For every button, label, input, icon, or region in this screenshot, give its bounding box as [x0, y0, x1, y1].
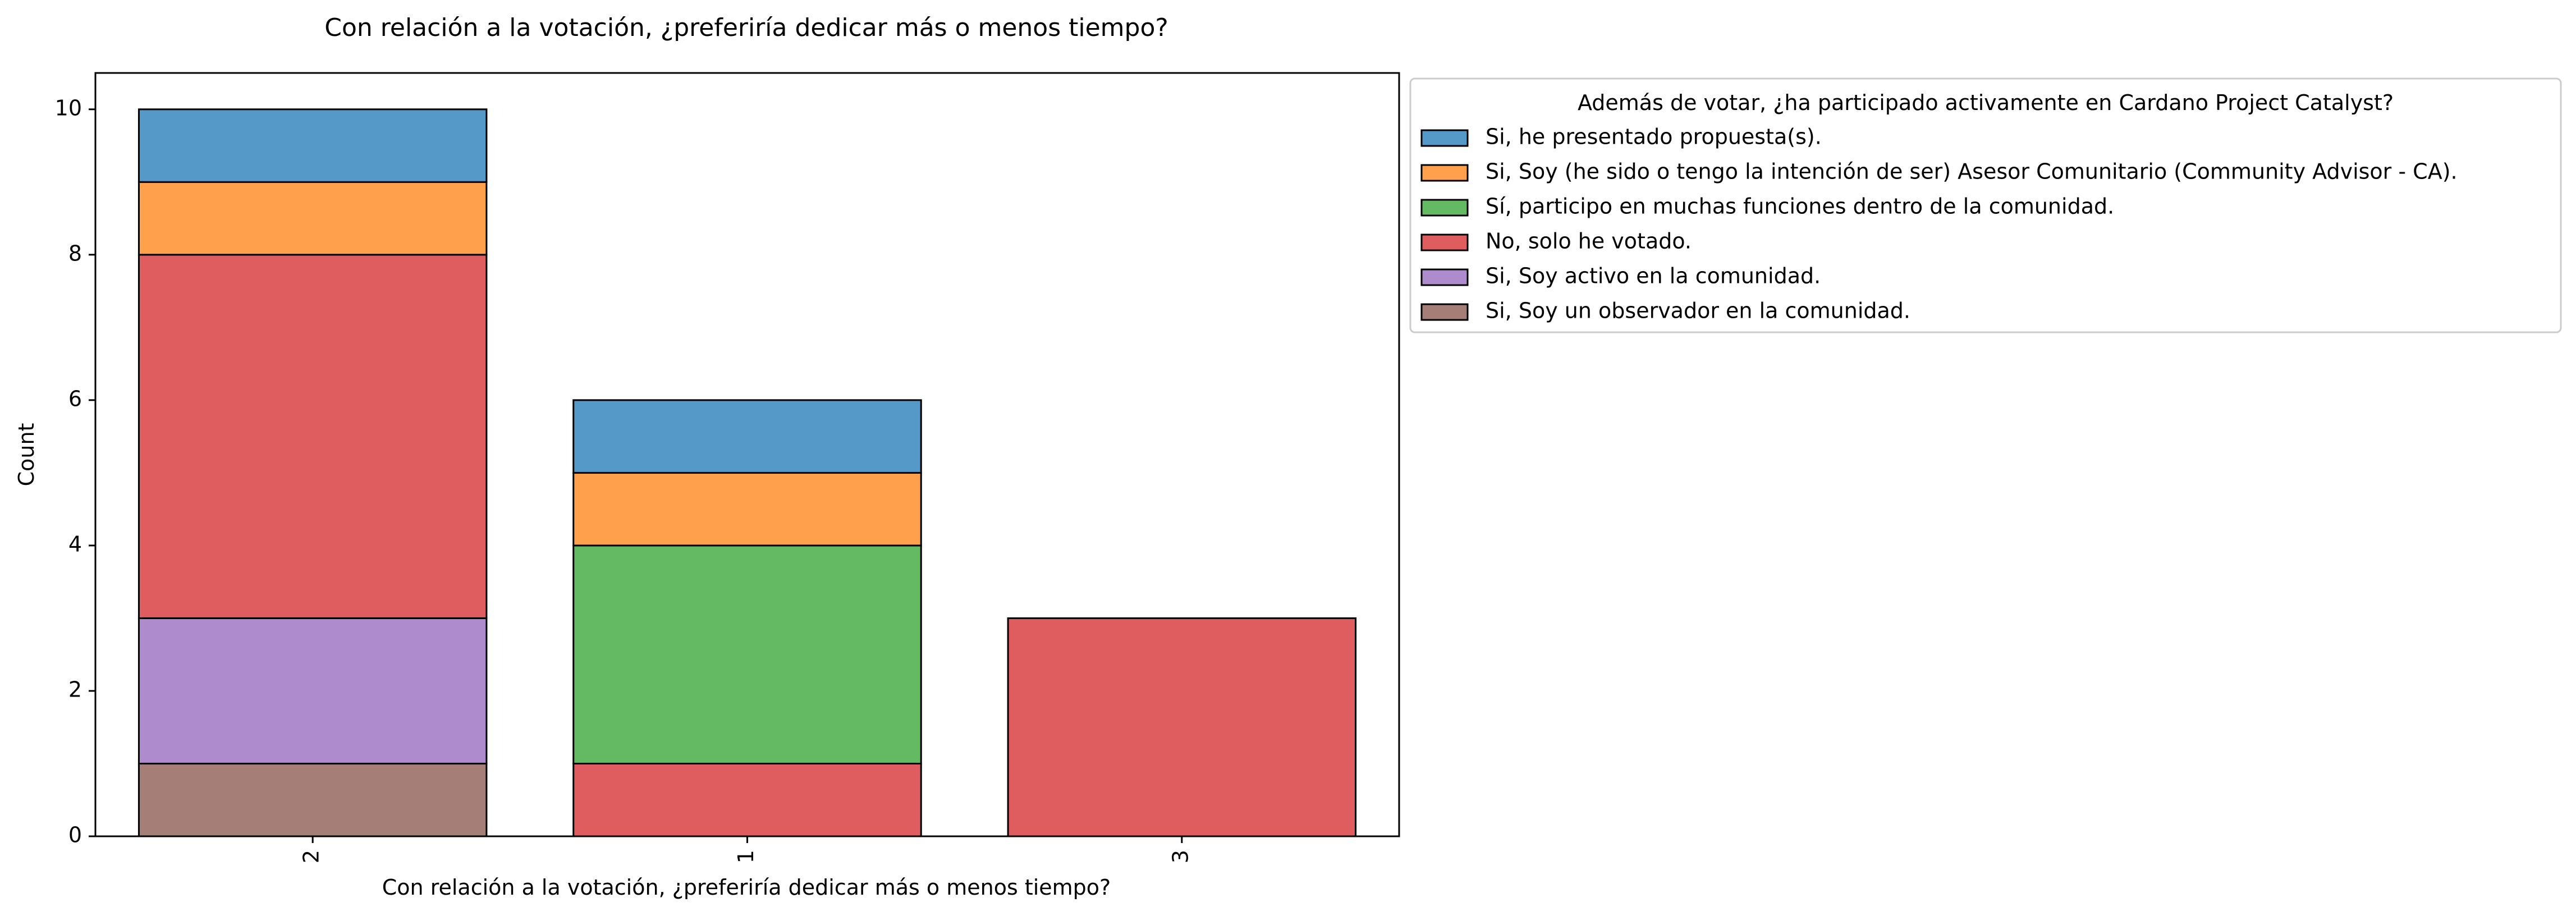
- bar-segment: [572, 544, 922, 764]
- y-tick-label: 2: [68, 677, 82, 702]
- legend-title: Además de votar, ¿ha participado activam…: [1578, 90, 2394, 115]
- legend-swatch: [1420, 199, 1469, 217]
- y-axis-ticks: 0 2 4 6 8 10: [55, 95, 95, 848]
- legend-entry-label: Si, Soy activo en la comunidad.: [1486, 264, 1821, 288]
- bars-layer: [137, 108, 1357, 837]
- y-tick-label: 10: [55, 95, 82, 120]
- legend-entry-label: Sí, participo en muchas funciones dentro…: [1486, 194, 2114, 219]
- y-axis-label: Count: [14, 423, 39, 487]
- x-axis-label: Con relación a la votación, ¿preferiría …: [382, 875, 1111, 900]
- legend-swatch: [1420, 129, 1469, 147]
- bar-segment: [572, 471, 922, 547]
- legend-swatch: [1420, 233, 1469, 251]
- legend-entry-label: Si, Soy un observador en la comunidad.: [1486, 299, 1910, 323]
- x-tick-label: 1: [734, 850, 758, 863]
- bar-segment: [137, 617, 488, 764]
- x-tick-label: 2: [299, 850, 324, 863]
- legend-items: Si, he presentado propuesta(s). Si, Soy (…: [1420, 125, 2458, 323]
- bar-segment: [572, 762, 922, 837]
- bar-segment: [137, 254, 488, 619]
- y-tick-label: 8: [68, 241, 82, 265]
- legend-swatch: [1420, 268, 1469, 286]
- legend-frame: [1409, 77, 2562, 333]
- bar-segment: [137, 108, 488, 183]
- legend-entry-label: Si, he presentado propuesta(s).: [1486, 125, 1822, 149]
- legend-swatch: [1420, 164, 1469, 182]
- x-tick-label: 3: [1168, 850, 1193, 863]
- legend-entry-label: No, solo he votado.: [1486, 229, 1692, 254]
- y-tick-label: 0: [68, 823, 82, 848]
- legend: Además de votar, ¿ha participado activam…: [1409, 77, 2562, 333]
- chart-title: Con relación a la votación, ¿preferiría …: [324, 13, 1168, 42]
- bar-segment: [137, 762, 488, 837]
- y-tick-label: 6: [68, 386, 82, 411]
- y-tick-label: 4: [68, 532, 82, 556]
- bar-segment: [1007, 617, 1357, 837]
- bar-segment: [137, 181, 488, 256]
- bar-segment: [572, 399, 922, 474]
- plot-frame: [94, 72, 1400, 837]
- legend-swatch: [1420, 303, 1469, 321]
- legend-entry-label: Si, Soy (he sido o tengo la intención de…: [1486, 159, 2458, 184]
- x-axis-ticks: 2 1 3: [299, 836, 1193, 863]
